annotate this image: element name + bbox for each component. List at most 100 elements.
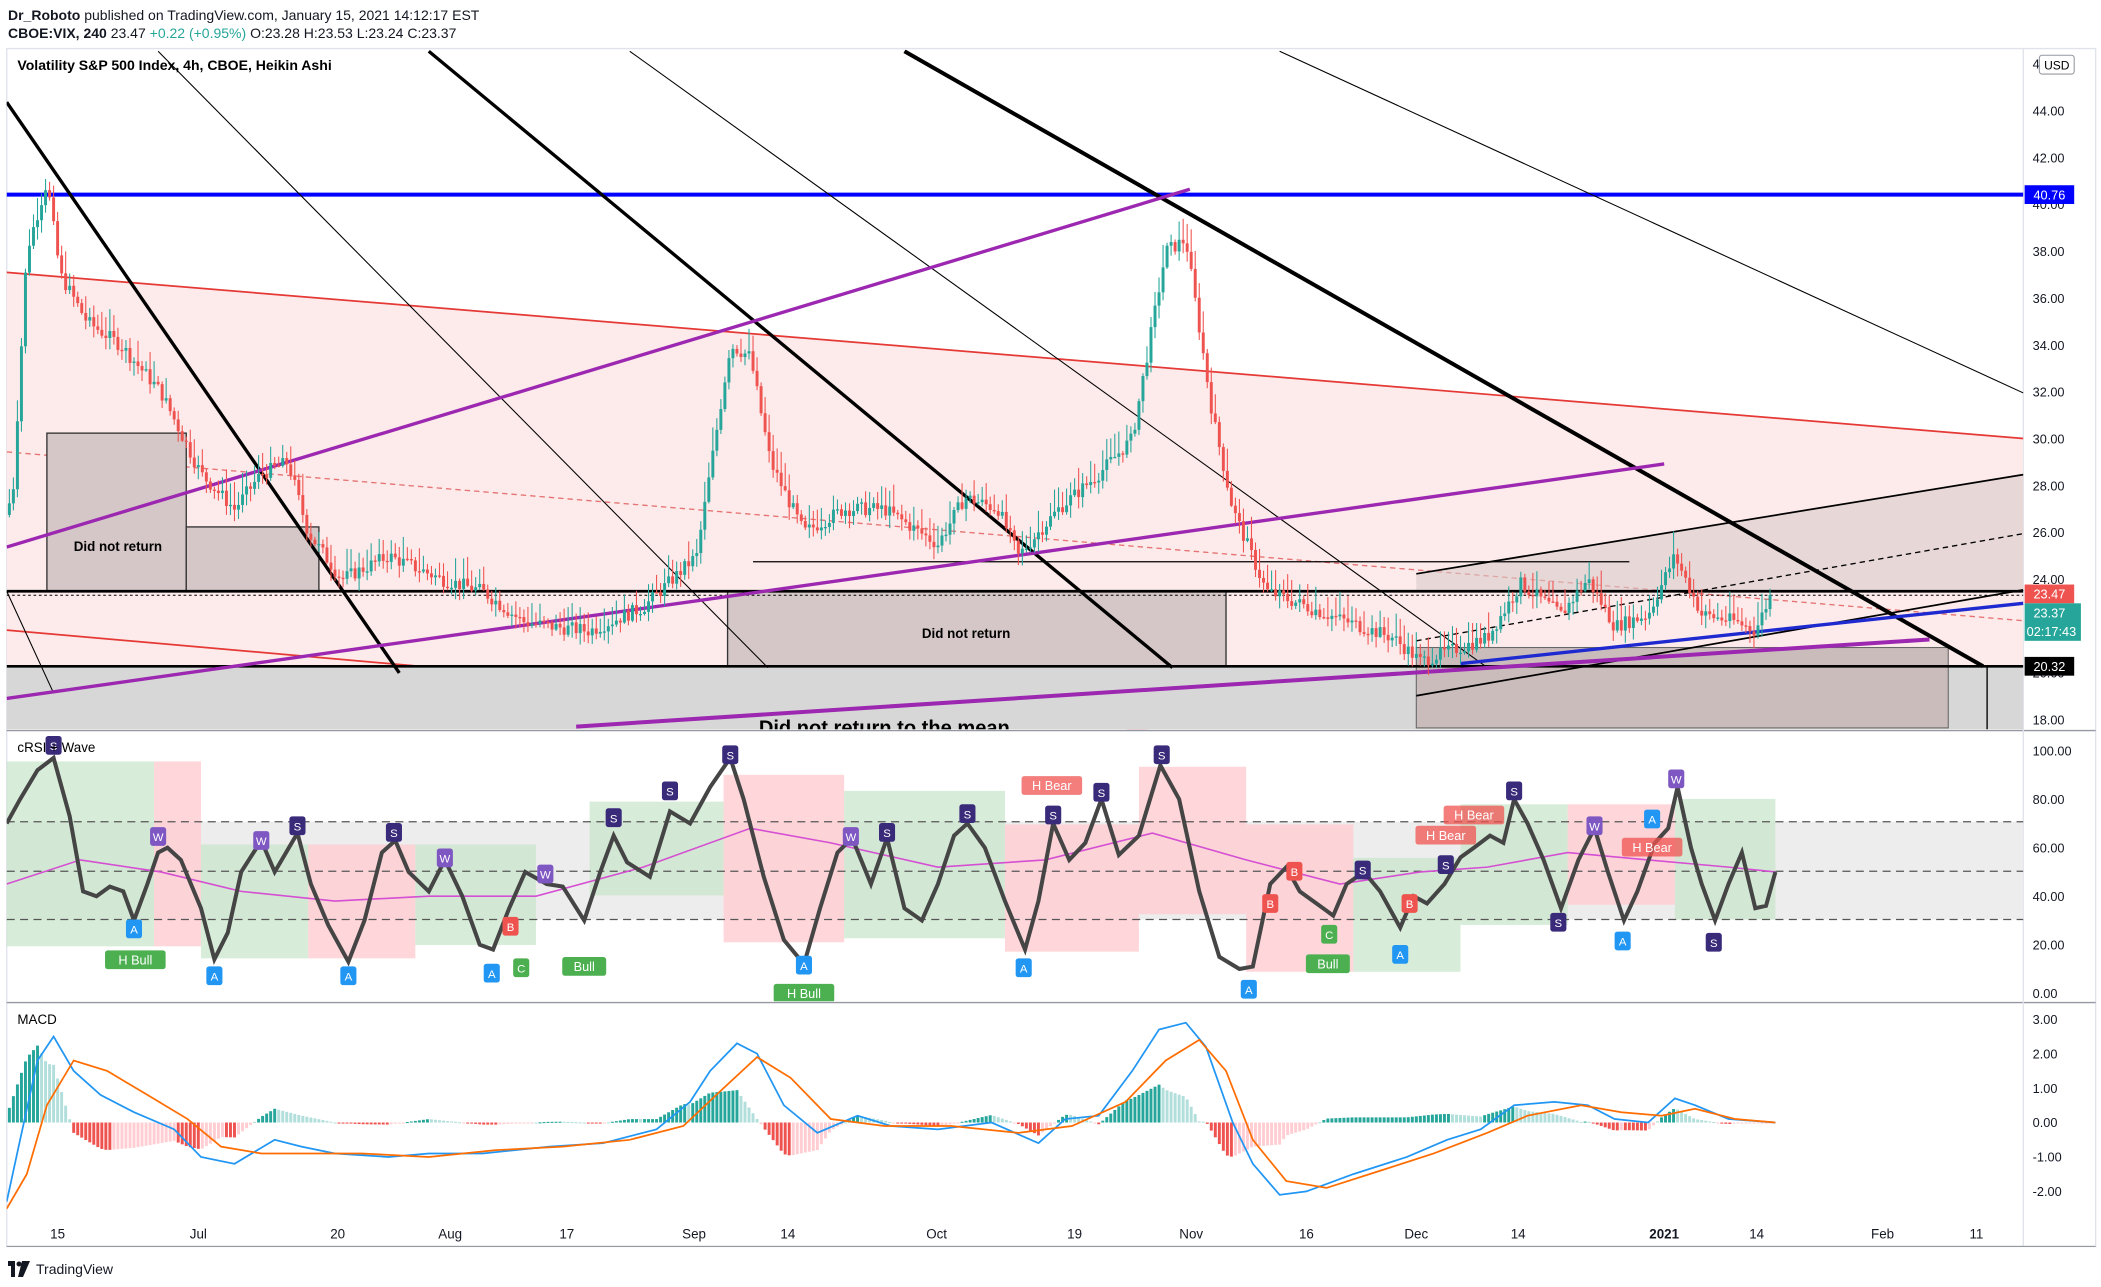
tradingview-footer[interactable]: TradingView: [8, 1258, 113, 1280]
macd-hist-bar: [683, 1104, 687, 1123]
macd-hist-bar: [397, 1122, 401, 1124]
channel-upper-line[interactable]: [6, 271, 2024, 440]
macd-hist-bar: [494, 1122, 498, 1125]
macd-hist-bar: [1012, 1122, 1016, 1124]
candle-body: [791, 503, 795, 508]
crsi-line[interactable]: [6, 753, 1778, 972]
trendline-black-1[interactable]: [6, 101, 401, 674]
trendline-thin-3[interactable]: [1279, 50, 2024, 394]
rising-channel-lower[interactable]: [1416, 589, 2024, 697]
macd-hist-bar: [622, 1119, 626, 1123]
macd-hist-bar: [1527, 1111, 1531, 1123]
candle-body: [1266, 582, 1270, 590]
candle-body: [819, 527, 823, 531]
candle-body: [1631, 617, 1635, 629]
candle-body: [1258, 569, 1262, 578]
macd-hist-bar: [1197, 1121, 1201, 1123]
author-name[interactable]: Dr_Roboto: [8, 7, 81, 23]
macd-hist-bar: [1217, 1122, 1221, 1145]
heikin-ashi-candles[interactable]: [7, 178, 1772, 676]
candle-body: [261, 473, 265, 476]
macd-hist-bar: [7, 1107, 11, 1123]
trendline-thin-2[interactable]: [629, 50, 1488, 669]
candle-body: [803, 520, 807, 528]
macd-hist-bar: [518, 1122, 522, 1124]
crsi-axis[interactable]: 0.00 20.00 40.00 60.00 80.00 100.00: [2033, 743, 2072, 1001]
candle-body: [1539, 589, 1543, 597]
macd-hist-bar: [960, 1121, 964, 1123]
svg-text:S: S: [1710, 938, 1718, 950]
candle-body: [888, 506, 892, 516]
macd-hist-bar: [1459, 1114, 1462, 1123]
macd-hist-bar: [1398, 1117, 1402, 1123]
candle-body: [48, 190, 52, 198]
candle-body: [1081, 483, 1085, 498]
macd-hist-bar: [1567, 1118, 1571, 1123]
macd-hist-bar: [301, 1115, 305, 1123]
macd-hist-bar: [1724, 1122, 1728, 1124]
candle-body: [1254, 549, 1257, 570]
macd-hist-bar: [715, 1092, 719, 1123]
macd-hist-bar: [1141, 1092, 1145, 1123]
macd-hist-bar: [281, 1110, 285, 1123]
macd-hist-bar: [767, 1122, 771, 1135]
candle-body: [1221, 447, 1225, 471]
candle-body: [1274, 589, 1278, 597]
trendline-black-2[interactable]: [427, 49, 1174, 669]
macd-hist-bar: [1656, 1121, 1659, 1123]
candle-body: [723, 382, 727, 410]
crsi-signal-top: S: [1550, 912, 1567, 932]
box-did-not-return-2[interactable]: [726, 590, 1227, 667]
candle-body: [683, 561, 687, 575]
purple-trendline-lower[interactable]: [576, 637, 1930, 729]
main-price-pane[interactable]: Did not return Did not return Did not re…: [6, 49, 2024, 750]
box-did-not-return-1b[interactable]: [185, 526, 320, 592]
candle-body: [265, 474, 269, 478]
macd-hist-bar: [1418, 1115, 1422, 1123]
candle-body: [52, 197, 56, 222]
macd-hist-bar: [1229, 1122, 1233, 1157]
macd-hist-bar: [864, 1117, 868, 1123]
macd-hist-bar: [1374, 1117, 1378, 1123]
candle-body: [928, 535, 932, 542]
candle-body: [787, 490, 791, 508]
macd-hist-bar: [1193, 1114, 1197, 1123]
svg-text:S: S: [726, 750, 734, 762]
candle-body: [876, 503, 880, 509]
time-axis-tick: Sep: [682, 1226, 706, 1241]
blue-trendline[interactable]: [1460, 601, 2024, 666]
currency-box[interactable]: [2038, 54, 2075, 75]
macd-pane[interactable]: [6, 1021, 1776, 1210]
svg-text:W: W: [845, 832, 856, 844]
macd-signal-line[interactable]: [6, 1038, 1776, 1210]
purple-trendline-middle[interactable]: [6, 462, 1665, 701]
macd-hist-bar: [1366, 1117, 1370, 1123]
purple-trendline-upper[interactable]: [6, 187, 1191, 549]
macd-hist-bar: [269, 1111, 273, 1123]
macd-hist-bar: [1455, 1114, 1458, 1123]
candle-body: [610, 624, 614, 627]
candle-body: [1583, 583, 1587, 591]
rising-channel-upper[interactable]: [1416, 473, 2024, 575]
trendline-thin-1[interactable]: [157, 50, 769, 668]
candle-body: [1153, 305, 1157, 328]
crsi-pane[interactable]: S A H Bull W A W S A S W B A C W Bull S S S A H Bull W S S A H B…: [6, 735, 2024, 1003]
candle-body: [699, 529, 703, 554]
macd-hist-bar: [1414, 1116, 1418, 1123]
macd-hist-bar: [237, 1122, 240, 1135]
macd-hist-bar: [884, 1120, 888, 1123]
time-axis-tick: 11: [1969, 1226, 1983, 1241]
time-axis[interactable]: 15 Jul 20 Aug 17 Sep 14 Oct 19 Nov 16 Dec 14 2021 14 Fe…: [50, 1226, 1983, 1241]
candle-body: [1559, 606, 1563, 611]
svg-text:W: W: [1589, 821, 1600, 833]
last-price: 23.47: [110, 25, 146, 41]
candle-body: [651, 592, 655, 602]
box-dec-range[interactable]: [1415, 646, 1949, 729]
macd-hist-bar: [1177, 1094, 1181, 1123]
macd-hist-bar: [233, 1122, 236, 1138]
crsi-signal-top: W: [1586, 816, 1603, 836]
macd-hist-bar: [723, 1091, 727, 1123]
trendline-black-3[interactable]: [903, 49, 1985, 669]
macd-axis[interactable]: -2.00 -1.00 0.00 1.00 2.00 3.00: [2033, 1012, 2062, 1199]
